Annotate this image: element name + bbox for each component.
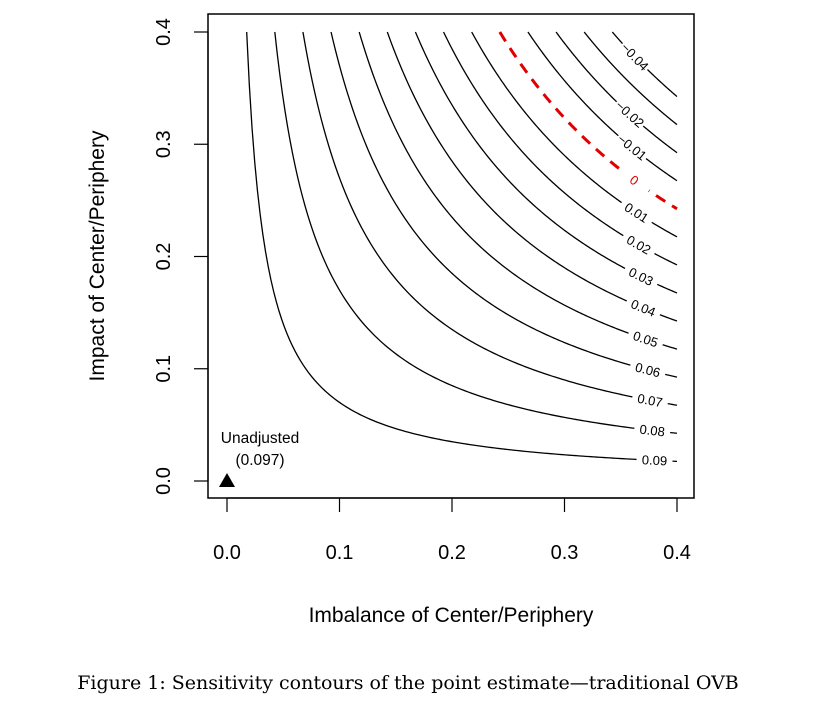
contour-line (246, 31, 678, 463)
contour-line (414, 31, 678, 294)
contour-line (583, 31, 678, 126)
contour-label-bg (617, 197, 656, 229)
y-tick-label: 0.0 (153, 467, 175, 495)
contour-labels: −0.04−0.02−0.0100.010.020.030.040.050.06… (611, 38, 673, 469)
x-axis: 0.0 0.1 0.2 0.3 0.4 (213, 497, 691, 564)
contour-lines (246, 31, 678, 463)
y-tick-label: 0.4 (153, 18, 175, 46)
y-tick-label: 0.1 (153, 355, 175, 383)
unadjusted-marker (219, 473, 235, 487)
contour-label: 0.04 (629, 296, 658, 319)
y-tick-label: 0.2 (153, 243, 175, 271)
contour-label-bg (619, 229, 658, 260)
contour-label: 0.08 (639, 422, 666, 440)
contour-line (302, 31, 678, 406)
x-tick-label: 0.4 (663, 542, 691, 564)
unadjusted-point: Unadjusted (0.097) (219, 430, 299, 487)
contour-line (274, 31, 678, 434)
contour-label-bg (613, 130, 651, 165)
contour-line (498, 31, 678, 211)
contour-label: 0.05 (631, 328, 660, 350)
contour-line (330, 31, 678, 378)
x-tick-label: 0.0 (213, 542, 241, 564)
contour-line (527, 31, 678, 182)
contour-label: 0.07 (636, 391, 664, 410)
unadjusted-label: Unadjusted (221, 430, 299, 447)
contour-label: 0.06 (634, 360, 662, 381)
contour-label-bg (621, 262, 661, 291)
contour-label-bg (615, 163, 653, 197)
contour-label-bg (626, 326, 665, 352)
x-tick-label: 0.1 (326, 542, 354, 564)
figure-caption: Figure 1: Sensitivity contours of the po… (77, 672, 739, 694)
y-axis-title: Impact of Center/Periphery (86, 130, 109, 381)
contour-label: 0.09 (642, 452, 668, 468)
contour-label-bg (633, 421, 671, 440)
y-tick-label: 0.3 (153, 130, 175, 158)
x-tick-label: 0.3 (551, 542, 579, 564)
x-tick-label: 0.2 (438, 542, 466, 564)
unadjusted-value-label: (0.097) (235, 452, 284, 469)
y-axis: 0.0 0.1 0.2 0.3 0.4 (153, 18, 209, 495)
contour-label-bg (617, 38, 653, 75)
contour-label-bg (611, 96, 648, 132)
contour-label-bg (631, 390, 669, 411)
contour-line (555, 31, 678, 154)
contour-label-bg (636, 452, 673, 469)
contour-label-bg (628, 358, 667, 382)
contour-label-bg (623, 294, 663, 322)
x-axis-title: Imbalance of Center/Periphery (309, 604, 594, 627)
contour-line (358, 31, 678, 350)
